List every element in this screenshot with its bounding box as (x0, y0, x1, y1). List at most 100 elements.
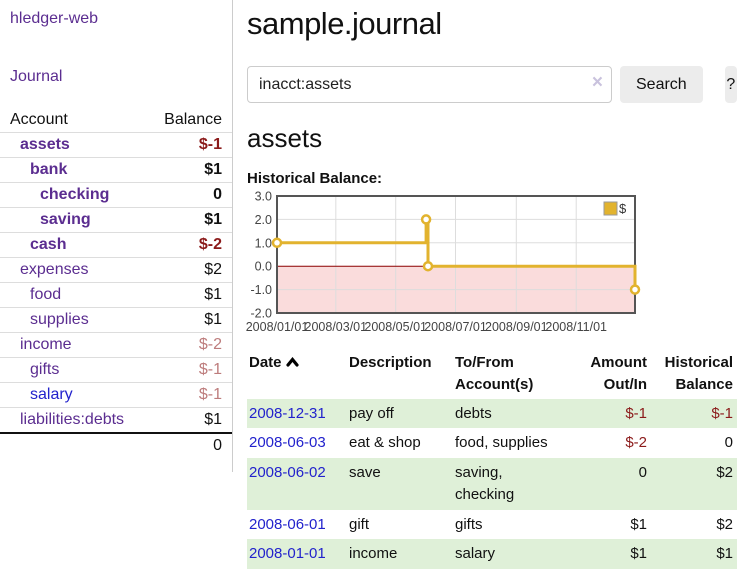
account-link-liabilities-debts[interactable]: liabilities:debts (20, 411, 125, 428)
register-header-amount: Amount Out/In (590, 354, 647, 393)
transaction-row: 2008-12-31 pay off debts $-1 $-1 (247, 398, 737, 429)
register-header-date[interactable]: Date (247, 349, 347, 399)
accounts-table: Account Balance assets $-1 bank $1 check… (0, 108, 232, 458)
main-content: sample.journal × Search ? assets Histori… (233, 0, 742, 569)
account-balance: $1 (146, 157, 232, 183)
register-header-description: Description (349, 354, 432, 371)
account-balance: $2 (146, 257, 232, 283)
transaction-balance: $2 (716, 464, 733, 481)
transaction-date-link[interactable]: 2008-06-01 (249, 515, 326, 533)
register-header-balance: Historical Balance (664, 354, 733, 393)
help-button[interactable]: ? (724, 66, 737, 103)
transaction-amount: 0 (638, 464, 647, 481)
account-link-saving[interactable]: saving (40, 211, 91, 228)
svg-text:2008/03/01: 2008/03/01 (305, 320, 368, 334)
account-row: income $-2 (0, 332, 232, 358)
transaction-date-link[interactable]: 2008-12-31 (249, 404, 326, 422)
account-link-salary[interactable]: salary (30, 386, 73, 403)
account-row: gifts $-1 (0, 357, 232, 383)
account-row: food $1 (0, 282, 232, 308)
svg-text:0.0: 0.0 (255, 260, 272, 274)
svg-text:3.0: 3.0 (255, 190, 272, 204)
brand: hledger-web (0, 10, 232, 28)
transaction-balance: $-1 (711, 404, 733, 422)
svg-text:-2.0: -2.0 (250, 307, 272, 321)
clear-search-icon[interactable]: × (591, 72, 603, 93)
account-balance: $1 (146, 207, 232, 233)
svg-text:2008/11/01: 2008/11/01 (545, 320, 607, 334)
accounts-total-row: 0 (0, 432, 232, 458)
svg-text:2008/07/01: 2008/07/01 (424, 320, 487, 334)
register-table: Date Description To/From Account(s) Amou… (247, 349, 737, 569)
svg-text:1.0: 1.0 (255, 236, 272, 250)
transaction-balance: $2 (716, 515, 733, 533)
account-row: supplies $1 (0, 307, 232, 333)
account-balance: $-1 (146, 132, 232, 158)
account-row: bank $1 (0, 157, 232, 183)
account-balance: $1 (146, 407, 232, 433)
account-balance: $1 (146, 307, 232, 333)
account-link-income[interactable]: income (20, 336, 72, 353)
account-link-expenses[interactable]: expenses (20, 261, 89, 278)
accounts-header-account: Account (10, 111, 68, 128)
account-row: liabilities:debts $1 (0, 407, 232, 433)
transaction-date-link[interactable]: 2008-01-01 (249, 545, 326, 563)
transaction-description: gift (349, 515, 370, 533)
account-row: cash $-2 (0, 232, 232, 258)
app: hledger-web Journal Account Balance asse… (0, 0, 742, 569)
account-link-bank[interactable]: bank (30, 161, 68, 178)
account-balance: $-2 (146, 232, 232, 258)
search-form: × Search ? (247, 66, 737, 103)
transaction-description: pay off (349, 404, 394, 422)
page-title: sample.journal (247, 6, 442, 41)
search-input[interactable] (247, 66, 612, 103)
transaction-row: 2008-06-03 eat & shop food, supplies $-2… (247, 428, 737, 458)
sidebar-item-journal[interactable]: Journal (10, 68, 63, 85)
transaction-date-link[interactable]: 2008-06-03 (249, 434, 326, 452)
sort-ascending-icon (285, 352, 299, 374)
account-link-food[interactable]: food (30, 286, 62, 303)
account-link-supplies[interactable]: supplies (30, 311, 89, 328)
account-row: assets $-1 (0, 132, 232, 158)
transaction-accounts: debts (455, 404, 492, 422)
account-balance: $-2 (146, 332, 232, 358)
account-link-gifts[interactable]: gifts (30, 361, 60, 378)
transaction-amount: $1 (630, 515, 647, 533)
transaction-balance: $1 (716, 545, 733, 563)
historical-balance-chart: $3.0 2.0 1.0 0.0 -1.0 -2.0 2008/01/01 2008/03/0… (246, 190, 641, 335)
account-balance: $-1 (146, 357, 232, 383)
accounts-header-row: Account Balance (0, 108, 232, 133)
transaction-amount: $-1 (625, 404, 647, 422)
account-row: expenses $2 (0, 257, 232, 283)
sidebar-nav: Journal (0, 68, 232, 86)
transaction-description: save (349, 464, 381, 481)
transaction-accounts: food, supplies (455, 434, 548, 452)
transaction-accounts: saving, checking (455, 464, 515, 503)
search-button[interactable]: Search (620, 66, 703, 103)
search-wrap: × (247, 66, 612, 103)
transaction-row: 2008-06-01 gift gifts $1 $2 (247, 510, 737, 540)
svg-text:2008/09/01: 2008/09/01 (485, 320, 548, 334)
brand-link[interactable]: hledger-web (10, 10, 99, 27)
transaction-description: eat & shop (349, 434, 421, 452)
transaction-row: 2008-06-02 save saving, checking 0 $2 (247, 458, 737, 510)
register-header-row: Date Description To/From Account(s) Amou… (247, 349, 737, 399)
section-title: assets (247, 123, 323, 153)
sidebar: hledger-web Journal Account Balance asse… (0, 0, 233, 472)
transaction-amount: $1 (630, 545, 647, 563)
transaction-accounts: salary (455, 545, 496, 563)
account-link-checking[interactable]: checking (40, 186, 110, 203)
transaction-row: 2008-01-01 income salary $1 $1 (247, 539, 737, 569)
account-balance: $-1 (146, 382, 232, 408)
svg-text:2008/05/01: 2008/05/01 (364, 320, 427, 334)
chart-title: Historical Balance: (247, 170, 383, 187)
transaction-description: income (349, 545, 398, 563)
account-link-assets[interactable]: assets (20, 136, 70, 153)
svg-text:-1.0: -1.0 (250, 283, 272, 297)
account-balance: 0 (146, 182, 232, 208)
accounts-header-balance: Balance (164, 111, 222, 128)
transaction-balance: 0 (724, 434, 733, 452)
account-link-cash[interactable]: cash (30, 236, 67, 253)
account-balance: $1 (146, 282, 232, 308)
transaction-date-link[interactable]: 2008-06-02 (249, 464, 326, 481)
